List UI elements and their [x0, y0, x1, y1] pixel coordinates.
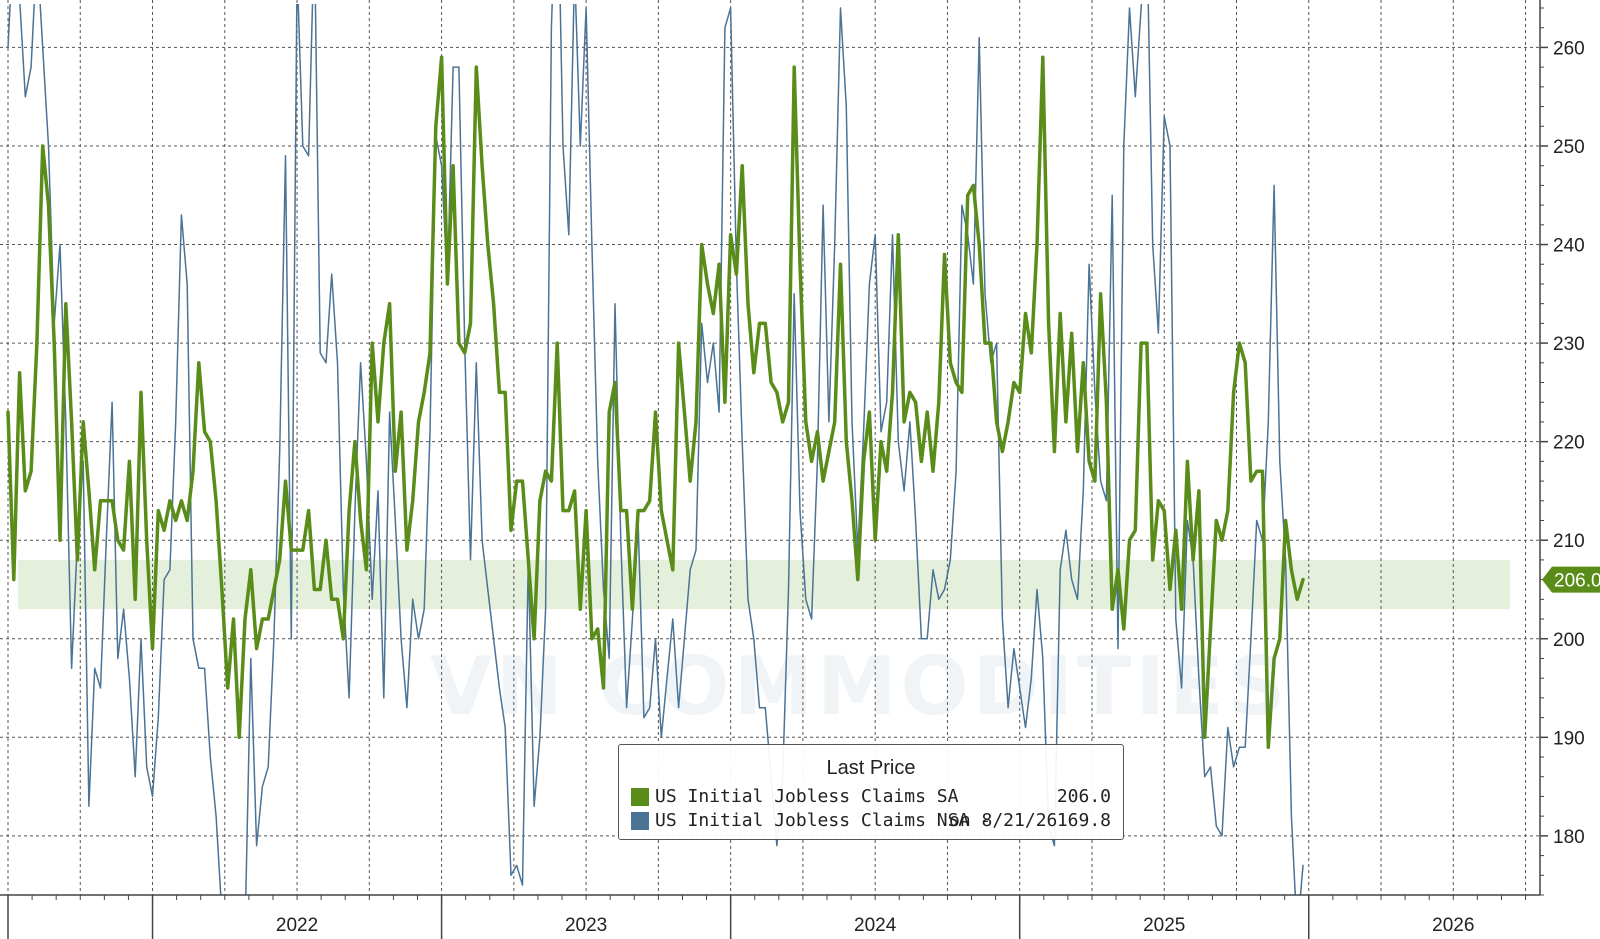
y-tick-label: 230: [1553, 334, 1585, 355]
legend-series-value: 169.8: [1056, 810, 1111, 831]
series-lines: [6, 4, 1305, 895]
legend-series-value: 206.0: [1056, 786, 1111, 807]
series-line-sa: [6, 55, 1305, 749]
x-tick-label: 2026: [1432, 915, 1474, 936]
legend-row-sa: US Initial Jobless Claims SA 206.0: [631, 785, 1111, 809]
last-value-badge: 206.0: [1542, 566, 1600, 593]
x-tick-label: 2024: [854, 915, 897, 936]
y-tick-label: 210: [1553, 531, 1585, 552]
y-tick-label: 200: [1553, 630, 1585, 651]
x-tick-label: 2022: [276, 915, 318, 936]
legend-swatch-sa: [631, 788, 649, 806]
highlight-band-rect: [18, 559, 1510, 610]
series-line-nsa: [7, 4, 1304, 895]
highlight-band: [18, 559, 1510, 610]
x-tick-label: 2023: [565, 915, 607, 936]
y-tick-label: 240: [1553, 236, 1585, 257]
last-value-badge-shape: [1542, 566, 1600, 593]
y-tick-label: 250: [1553, 137, 1585, 158]
legend-series-name: US Initial Jobless Claims NSA -: [655, 810, 991, 831]
y-tick-label: 190: [1553, 728, 1585, 749]
legend-row-nsa: US Initial Jobless Claims NSA - on 8/21/…: [631, 809, 1111, 833]
x-tick-label: 2025: [1143, 915, 1185, 936]
legend: Last Price US Initial Jobless Claims SA …: [618, 744, 1124, 840]
y-tick-label: 260: [1553, 38, 1585, 59]
legend-series-name: US Initial Jobless Claims SA: [655, 786, 959, 807]
y-tick-label: 220: [1553, 433, 1585, 454]
y-tick-label: 180: [1553, 827, 1585, 848]
legend-swatch-nsa: [631, 812, 649, 830]
last-value-badge-text: 206.0: [1554, 571, 1600, 592]
legend-series-note: on 8/21/26: [949, 810, 1058, 831]
watermark: VN COMMODITIES: [430, 640, 1290, 733]
legend-title: Last Price: [826, 757, 916, 779]
